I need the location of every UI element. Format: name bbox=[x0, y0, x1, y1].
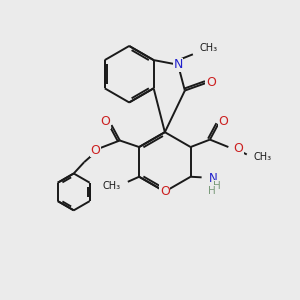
Text: N: N bbox=[208, 172, 217, 185]
Text: O: O bbox=[219, 115, 229, 128]
Text: H: H bbox=[208, 186, 215, 196]
Text: CH₃: CH₃ bbox=[254, 152, 272, 162]
Text: O: O bbox=[234, 142, 244, 155]
Text: CH₃: CH₃ bbox=[103, 181, 121, 191]
Text: O: O bbox=[206, 76, 216, 89]
Text: O: O bbox=[160, 185, 170, 198]
Text: CH₃: CH₃ bbox=[200, 43, 218, 53]
Text: H: H bbox=[213, 181, 220, 191]
Text: N: N bbox=[173, 58, 183, 71]
Text: O: O bbox=[100, 115, 110, 128]
Text: O: O bbox=[90, 144, 100, 157]
